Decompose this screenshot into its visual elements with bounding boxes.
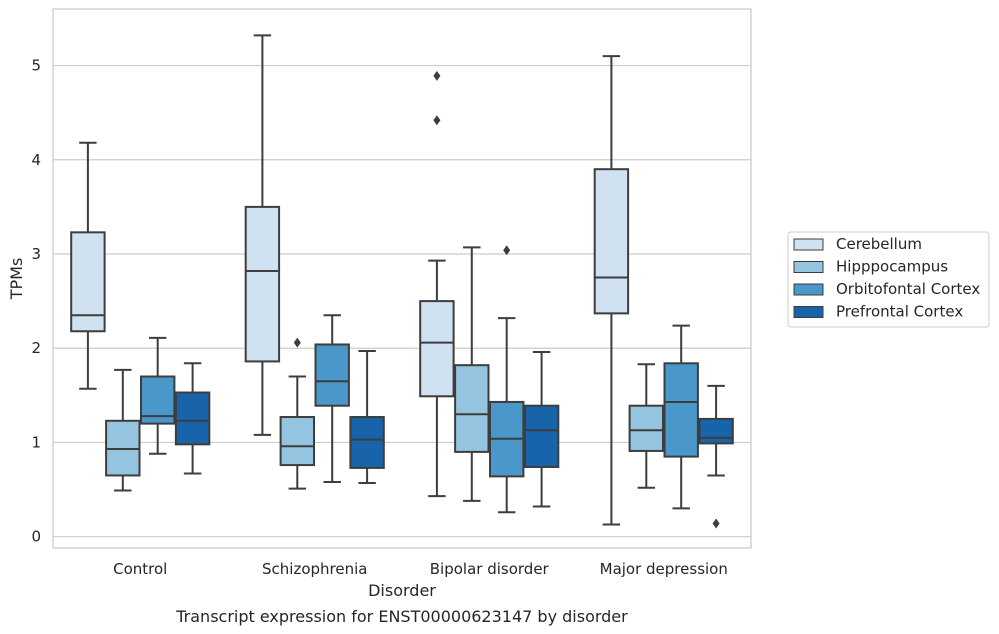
box: [593, 168, 630, 315]
legend-label: Hipppocampus: [836, 258, 948, 276]
grid-lines: [53, 64, 751, 538]
x-tick-label: Control: [113, 560, 167, 578]
box: [454, 364, 490, 453]
box: [70, 231, 106, 333]
box-plot-marks: [70, 34, 734, 529]
box-group: [698, 384, 734, 529]
outlier-point: [433, 70, 441, 81]
legend-frame: [787, 231, 990, 328]
box-group: [593, 55, 630, 526]
y-axis-title: TPMs: [7, 258, 26, 301]
box-group: [174, 362, 211, 475]
x-tick-label: Major depression: [600, 560, 728, 578]
box: [628, 404, 664, 452]
box: [698, 417, 734, 445]
legend-swatch: [793, 261, 824, 273]
box-group: [105, 368, 141, 492]
box-group: [419, 70, 455, 498]
box-group: [628, 363, 664, 489]
chart-title: Transcript expression for ENST0000062314…: [175, 607, 628, 626]
x-axis-ticks: Control Schizophrenia Bipolar disorder Majo…: [113, 560, 728, 578]
box-group: [140, 336, 176, 455]
box: [314, 343, 350, 407]
box-group: [279, 337, 316, 490]
legend-swatch: [793, 238, 824, 251]
box: [174, 391, 211, 446]
legend-label: Cerebellum: [836, 235, 922, 253]
y-axis-ticks: 0 1 2 3 4 5: [31, 57, 41, 546]
y-tick-label: 1: [31, 433, 41, 451]
box: [523, 404, 560, 468]
legend-label: Orbitofontal Cortex: [836, 280, 980, 298]
outlier-point: [293, 337, 301, 348]
x-tick-label: Schizophrenia: [262, 560, 367, 578]
outlier-point: [503, 245, 511, 256]
box: [419, 300, 455, 398]
plot-frame: [52, 8, 752, 549]
box-group: [454, 246, 490, 502]
legend-label: Prefrontal Cortex: [836, 303, 963, 321]
x-axis-title: Disorder: [368, 581, 436, 600]
box-group: [349, 350, 385, 484]
box-group: [70, 141, 106, 390]
outlier-point: [433, 115, 441, 126]
x-tick-label: Bipolar disorder: [430, 560, 550, 578]
box-group: [663, 324, 699, 510]
box-group: [314, 314, 350, 484]
box-group: [489, 245, 525, 514]
box: [244, 205, 281, 363]
box-group: [523, 351, 560, 508]
box-group: [244, 34, 281, 436]
box: [349, 416, 385, 469]
y-tick-label: 5: [31, 57, 41, 75]
box: [279, 416, 316, 467]
y-tick-label: 4: [31, 151, 41, 169]
legend: Cerebellum Hipppocampus Orbitofontal Corte…: [787, 231, 990, 328]
y-tick-label: 3: [31, 245, 41, 263]
outlier-point: [712, 518, 720, 529]
legend-swatch: [793, 283, 824, 296]
y-tick-label: 0: [31, 528, 41, 546]
y-tick-label: 2: [31, 339, 41, 357]
box: [663, 362, 699, 458]
legend-swatch: [793, 306, 824, 318]
